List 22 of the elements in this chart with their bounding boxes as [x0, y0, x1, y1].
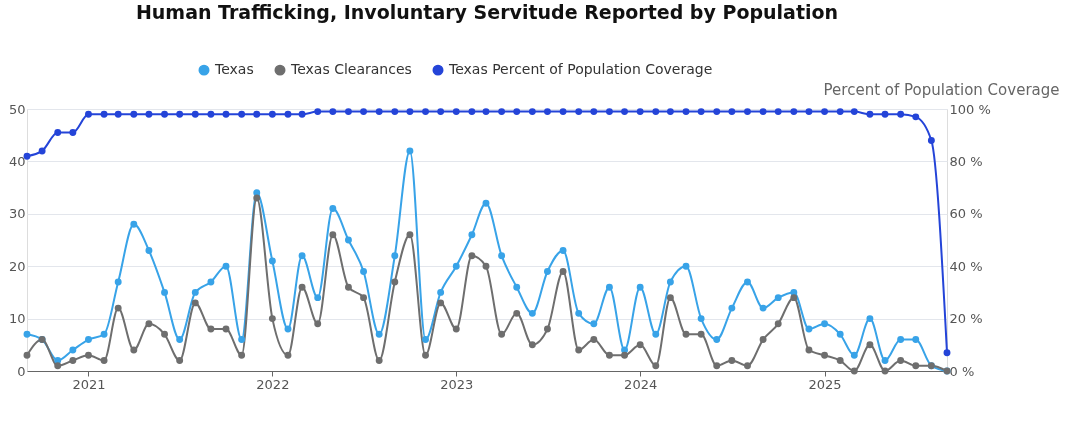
y2-tick-label: 0 %	[949, 363, 975, 379]
y-tick-label: 10	[8, 311, 26, 327]
y-tick-label: 30	[8, 206, 26, 222]
y-tick-label: 50	[8, 101, 26, 117]
x-tick-label: 2022	[256, 376, 290, 392]
y2-tick-label: 20 %	[949, 311, 983, 327]
y2-tick-label: 40 %	[949, 258, 983, 274]
y-tick-label: 0	[17, 363, 26, 379]
y2-tick-label: 60 %	[949, 206, 983, 222]
y2-tick-label: 100 %	[949, 101, 991, 117]
y2-tick-label: 80 %	[949, 153, 983, 169]
y2-axis-title: Percent of Population Coverage	[823, 80, 1060, 99]
legend-label: Texas	[214, 61, 254, 78]
x-tick-label: 2023	[440, 376, 474, 392]
legend-label: Texas Clearances	[290, 61, 412, 78]
legend-label: Texas Percent of Population Coverage	[448, 61, 713, 78]
y-tick-label: 20	[8, 258, 26, 274]
x-tick-label: 2021	[72, 376, 106, 392]
chart-title: Human Trafficking, Involuntary Servitude Reported by Population	[135, 1, 839, 23]
x-tick-label: 2025	[808, 376, 842, 392]
x-tick-label: 2024	[624, 376, 658, 392]
y-tick-label: 40	[8, 153, 26, 169]
